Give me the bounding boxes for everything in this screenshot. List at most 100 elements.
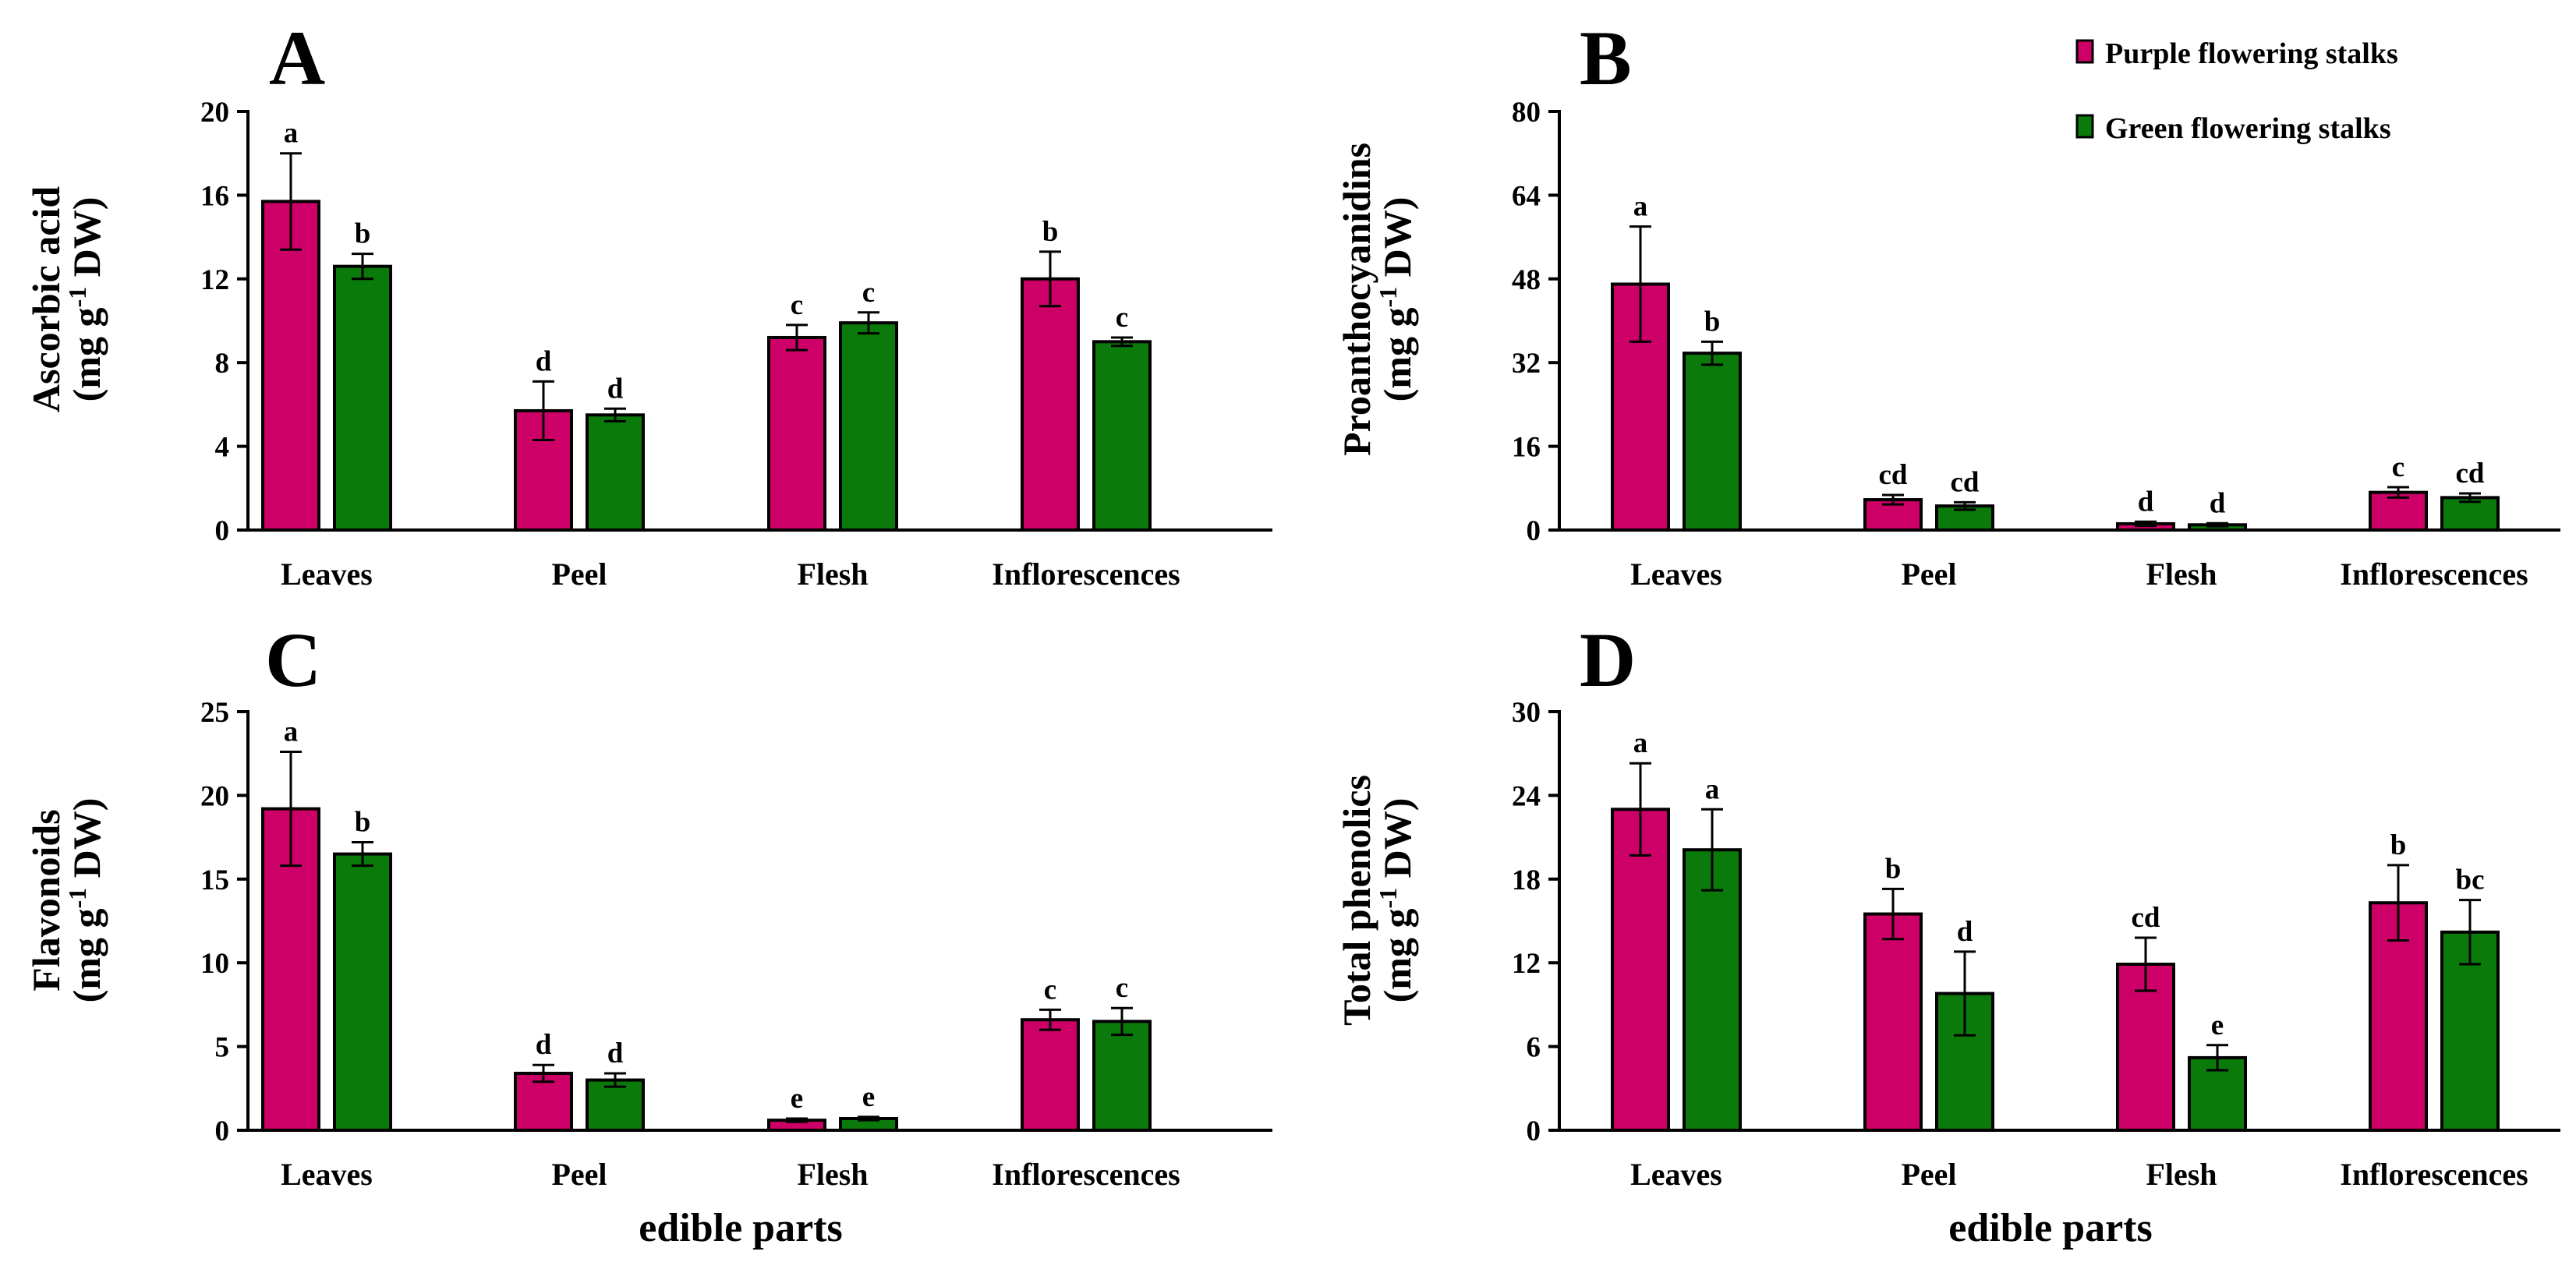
sig-letter-c-purple-peel: d [536,1029,552,1061]
bar-c-green-inflorescences [1092,1020,1152,1132]
error-bar-b-purple-leaves [1629,225,1651,343]
error-bar-b-purple-inflorescences [2387,486,2409,499]
sig-letter-b-green-flesh: d [2210,487,2226,519]
bar-c-purple-inflorescences [1021,1018,1080,1133]
sig-letter-b-green-inflorescences: cd [2456,458,2485,490]
y-axis-title-d: Total phenolics [1335,775,1378,1026]
panel-letter-a: A [269,15,325,101]
y-tick-label-a-3: 12 [200,264,229,296]
x-category-b-flesh: Flesh [2146,557,2217,592]
sig-letter-a-green-peel: d [607,373,624,405]
y-tick-label-a-0: 0 [215,515,230,547]
x-category-c-inflorescences: Inflorescences [992,1157,1180,1192]
bars-b: a b cd cd d d c cd [1611,191,2500,532]
error-bar-d-purple-flesh [2135,936,2157,992]
y-tick-label-a-4: 16 [200,180,229,212]
bar-a-green-flesh [839,321,898,532]
bar-d-purple-leaves [1611,808,1670,1133]
y-tick-label-c-5: 25 [200,697,229,729]
error-bar-b-green-inflorescences [2459,492,2481,504]
bars-a: a b d d c c b c [261,118,1152,532]
y-tick-label-b-5: 80 [1512,97,1541,129]
sig-letter-a-green-leaves: b [355,218,371,250]
sig-letter-a-green-flesh: c [862,277,875,309]
x-category-b-leaves: Leaves [1630,557,1722,592]
bar-a-green-leaves [333,264,392,532]
x-category-c-flesh: Flesh [797,1157,868,1192]
bar-c-green-leaves [333,852,392,1132]
sig-letter-c-green-flesh: e [862,1081,875,1113]
sig-letter-c-green-leaves: b [355,807,371,839]
sig-letter-d-purple-flesh: cd [2132,902,2160,934]
sig-letter-c-green-peel: d [607,1037,624,1069]
x-axis-title-right: edible parts [1948,1206,2152,1250]
y-tick-label-d-3: 18 [1512,864,1541,896]
panel-a-ascorbic-acid: A Ascorbic acid (mg g-1 DW) 0 4 8 12 16 20 a b… [24,15,1272,592]
sig-letter-d-green-flesh: e [2211,1009,2224,1041]
y-tick-label-d-0: 0 [1527,1115,1541,1147]
error-bar-d-green-leaves [1701,808,1723,892]
y-tick-label-c-2: 10 [200,948,229,980]
sig-letter-c-purple-leaves: a [284,716,299,748]
x-axis-title-left: edible parts [639,1206,842,1250]
x-categories-b: Leaves Peel Flesh Inflorescences [1630,557,2528,592]
bar-c-green-peel [586,1078,645,1133]
sig-letter-b-green-leaves: b [1704,306,1721,338]
error-bar-d-green-inflorescences [2459,899,2481,966]
sig-letter-a-green-inflorescences: c [1116,302,1128,334]
x-category-b-inflorescences: Inflorescences [2340,557,2528,592]
error-bar-c-purple-flesh [786,1117,808,1123]
panel-letter-d: D [1580,617,1636,703]
sig-letter-d-purple-peel: b [1885,853,1902,885]
x-category-d-flesh: Flesh [2146,1157,2217,1192]
x-category-c-leaves: Leaves [281,1157,373,1192]
legend-swatch-purple [2075,39,2094,64]
sig-letter-a-purple-peel: d [536,345,552,377]
sig-letter-b-green-peel: cd [1951,466,1980,498]
y-axis-title-a: Ascorbic acid [24,186,68,412]
error-bar-a-green-leaves [352,253,373,281]
sig-letter-b-purple-inflorescences: c [2392,451,2404,483]
bar-a-green-inflorescences [1092,340,1152,532]
bar-d-purple-peel [1863,912,1923,1133]
error-bar-a-green-inflorescences [1111,336,1133,348]
error-bar-b-green-leaves [1701,340,1723,366]
x-category-a-flesh: Flesh [797,557,868,592]
sig-letter-a-purple-leaves: a [284,118,299,150]
panel-letter-c: C [265,617,321,703]
sig-letter-d-purple-inflorescences: b [2390,829,2407,861]
x-category-d-leaves: Leaves [1630,1157,1722,1192]
bar-a-green-peel [586,413,645,532]
bar-d-green-leaves [1683,848,1742,1132]
y-axis-unit-d: (mg g-1 DW) [1374,798,1419,1003]
error-bar-a-purple-peel [533,380,554,442]
y-tick-label-b-4: 64 [1512,180,1541,212]
error-bar-d-purple-inflorescences [2387,864,2409,942]
legend-label-purple: Purple flowering stalks [2105,37,2398,70]
error-bar-a-purple-flesh [786,323,808,352]
y-tick-label-c-3: 15 [200,864,229,896]
error-bar-a-green-peel [604,407,626,422]
bar-a-purple-flesh [767,335,826,532]
x-category-d-inflorescences: Inflorescences [2340,1157,2528,1192]
y-tick-label-c-0: 0 [215,1115,230,1147]
y-tick-label-d-1: 6 [1527,1032,1541,1064]
x-category-a-peel: Peel [551,557,607,592]
y-axis-unit-a: (mg g-1 DW) [63,197,108,402]
bar-b-green-leaves [1683,352,1742,532]
sig-letter-c-purple-flesh: e [791,1083,803,1115]
sig-letter-d-green-leaves: a [1705,773,1720,805]
bar-a-purple-inflorescences [1021,277,1080,532]
x-categories-c: Leaves Peel Flesh Inflorescences [281,1157,1180,1192]
error-bar-d-purple-peel [1882,887,1904,941]
y-axis-title-b: Proanthocyanidins [1335,143,1378,456]
y-ticks-c: 0 5 10 15 20 25 [200,697,248,1147]
error-bar-b-green-peel [1954,500,1976,511]
y-tick-label-b-0: 0 [1527,515,1541,547]
sig-letter-b-purple-peel: cd [1879,459,1908,491]
y-tick-label-d-2: 12 [1512,948,1541,980]
panel-letter-b: B [1580,15,1632,101]
sig-letter-c-purple-inflorescences: c [1044,974,1056,1006]
error-bar-a-green-flesh [858,311,879,335]
error-bar-c-purple-leaves [280,751,302,868]
